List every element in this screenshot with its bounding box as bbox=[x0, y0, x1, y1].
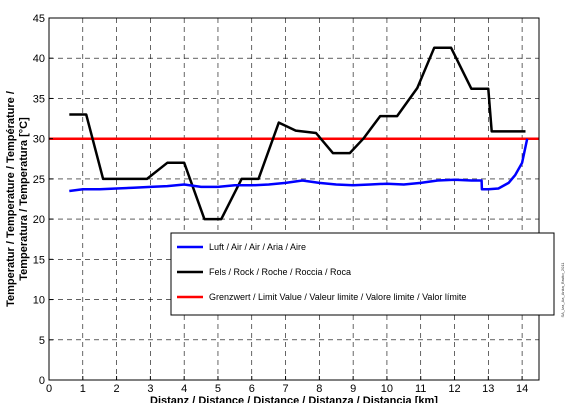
legend-box bbox=[170, 232, 555, 316]
y-tick-label: 0 bbox=[39, 375, 45, 387]
x-tick-label: 4 bbox=[181, 383, 187, 395]
x-tick-label: 11 bbox=[415, 383, 426, 395]
legend-label: Luft / Air / Air / Aria / Aire bbox=[209, 242, 306, 252]
x-tick-label: 6 bbox=[249, 383, 255, 395]
series-line-1 bbox=[69, 46, 526, 221]
y-tick-label: 30 bbox=[33, 134, 45, 146]
x-tick-label: 14 bbox=[516, 383, 528, 395]
y-axis-label: Temperatur / Temperature / Température /… bbox=[5, 91, 30, 307]
y-tick-label: 40 bbox=[33, 53, 45, 65]
y-tick-label: 35 bbox=[33, 93, 45, 105]
y-tick-label: 15 bbox=[33, 254, 45, 266]
y-tick-label: 5 bbox=[39, 335, 45, 347]
y-tick-label: 25 bbox=[33, 174, 45, 186]
legend-label: Grenzwert / Limit Value / Valeur limite … bbox=[209, 292, 466, 302]
x-tick-labels: 0 1 2 3 4 5 6 7 8 9 10 11 12 13 14 bbox=[46, 376, 528, 395]
x-tick-label: 0 bbox=[46, 383, 52, 395]
x-tick-label: 8 bbox=[316, 383, 322, 395]
x-tick-label: 13 bbox=[482, 383, 494, 395]
side-note: SA_Iza_Aa_Anka_Brutto_2011 bbox=[560, 262, 565, 318]
y-tick-label: 45 bbox=[33, 13, 45, 25]
x-axis-label: Distanz / Distance / Distance / Distanza… bbox=[150, 395, 438, 403]
x-tick-label: 7 bbox=[282, 383, 288, 395]
series-line-0 bbox=[69, 138, 529, 193]
x-tick-label: 10 bbox=[381, 383, 393, 395]
y-axis-label-line: Temperatura / Temperatura [°C] bbox=[18, 117, 30, 281]
x-tick-label: 12 bbox=[448, 383, 460, 395]
y-tick-label: 10 bbox=[33, 295, 45, 307]
legend: Luft / Air / Air / Aria / Aire Fels / Roc… bbox=[170, 232, 555, 316]
legend-label: Fels / Rock / Roche / Roccia / Roca bbox=[209, 267, 351, 277]
x-tick-label: 9 bbox=[350, 383, 356, 395]
y-tick-labels: 0 5 10 15 20 25 30 35 40 45 bbox=[33, 13, 53, 387]
x-tick-label: 5 bbox=[215, 383, 221, 395]
y-axis-label-line: Temperatur / Temperature / Température / bbox=[5, 91, 17, 307]
x-tick-label: 2 bbox=[114, 383, 120, 395]
x-tick-label: 1 bbox=[80, 383, 86, 395]
x-tick-label: 3 bbox=[147, 383, 153, 395]
plot-frame bbox=[48, 17, 540, 381]
y-tick-label: 20 bbox=[33, 214, 45, 226]
series-lines bbox=[49, 46, 539, 221]
